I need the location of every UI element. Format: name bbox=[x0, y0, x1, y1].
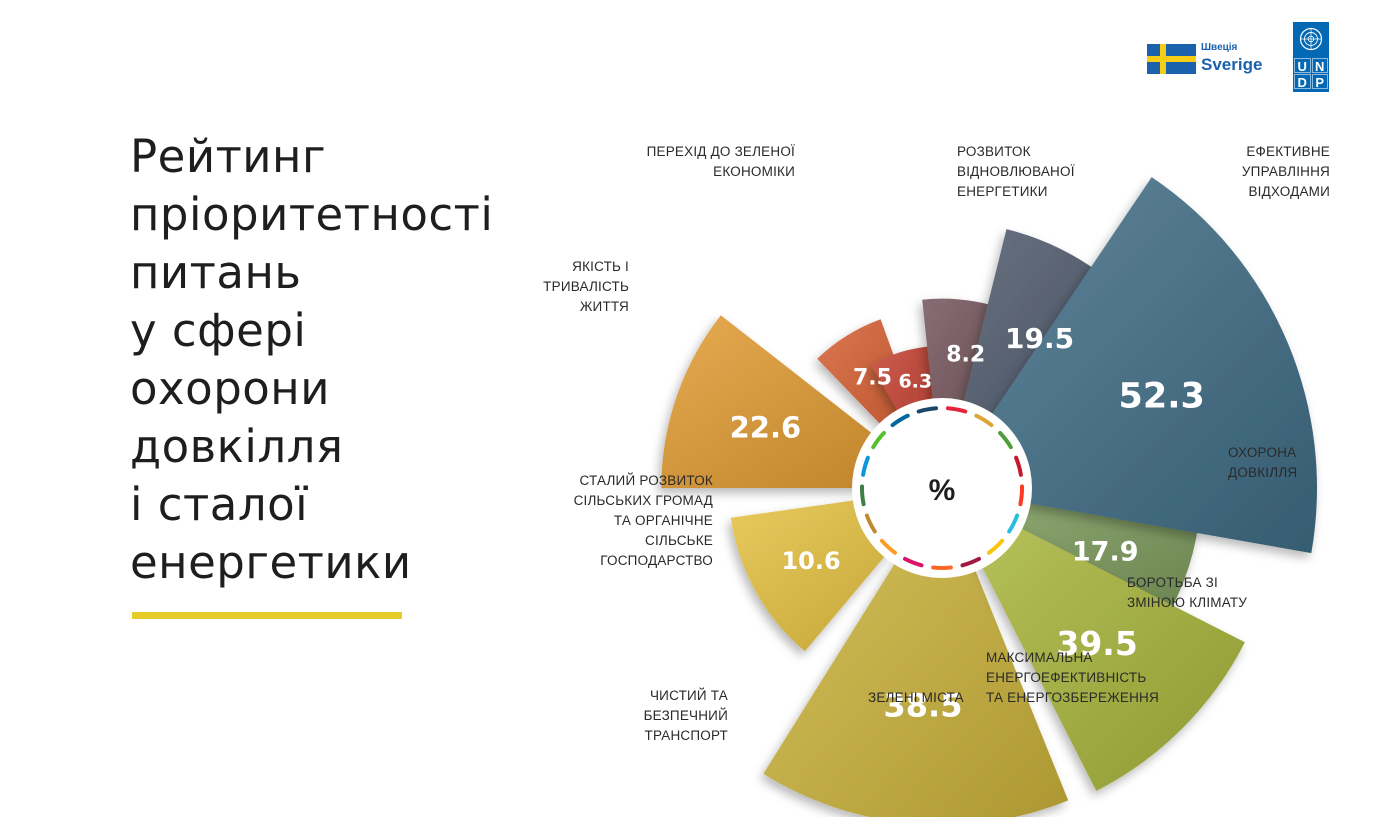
category-label-line: СІЛЬСЬКИХ ГРОМАД bbox=[573, 493, 713, 508]
ring-dash bbox=[945, 406, 968, 414]
category-label-line: СТАЛИЙ РОЗВИТОК bbox=[579, 473, 713, 488]
category-label: ОХОРОНА ДОВКІЛЛЯ bbox=[1228, 443, 1297, 483]
category-label-line: ВІДНОВЛЮВАНОЇ bbox=[957, 164, 1075, 179]
page-title: Рейтинг пріоритетності питань у сфері ох… bbox=[130, 128, 493, 592]
category-label-line: ТА ОРГАНІЧНЕ bbox=[613, 513, 713, 528]
category-label-line: РОЗВИТОК bbox=[957, 144, 1031, 159]
category-label: МАКСИМАЛЬНА ЕНЕРГОЕФЕКТИВНІСТЬ ТА ЕНЕРГОЗБ… bbox=[986, 648, 1159, 708]
ring-dash bbox=[1014, 455, 1023, 477]
category-label-line: ЧИСТИЙ ТА bbox=[649, 688, 728, 703]
category-label-line: УПРАВЛІННЯ bbox=[1241, 164, 1330, 179]
category-label-line: ДОВКІЛЛЯ bbox=[1228, 465, 1298, 480]
category-label: ПЕРЕХІД ДО ЗЕЛЕНОЇ ЕКОНОМІКИ bbox=[647, 142, 795, 182]
category-label-line: ЗЕЛЕНІ МІСТА bbox=[868, 690, 964, 705]
title-line: і сталої bbox=[130, 478, 309, 531]
category-label-line: ЕНЕРГЕТИКИ bbox=[957, 184, 1048, 199]
category-label: СТАЛИЙ РОЗВИТОК СІЛЬСЬКИХ ГРОМАД ТА ОРГАНІ… bbox=[574, 471, 713, 571]
category-label-line: ЯКІСТЬ І bbox=[572, 259, 629, 274]
category-label-line: БЕЗПЕЧНИЙ bbox=[643, 708, 728, 723]
value-label: 22.6 bbox=[730, 411, 802, 445]
sweden-logo-big-text: Sverige bbox=[1201, 55, 1263, 74]
category-label-line: ПЕРЕХІД ДО ЗЕЛЕНОЇ bbox=[646, 144, 795, 159]
sweden-flag-icon bbox=[1147, 44, 1196, 74]
ring-dash bbox=[974, 413, 994, 428]
category-label-line: ЗМІНОЮ КЛІМАТУ bbox=[1127, 595, 1248, 610]
title-line: пріоритетності bbox=[130, 188, 494, 241]
undp-letter: N bbox=[1311, 58, 1328, 74]
ring-dash bbox=[864, 513, 877, 534]
ring-dash bbox=[916, 406, 939, 414]
title-line: Рейтинг bbox=[130, 130, 327, 183]
title-line: питань bbox=[130, 246, 302, 299]
ring-dash bbox=[871, 431, 886, 450]
title-line: охорони bbox=[130, 362, 330, 415]
ring-dash bbox=[859, 484, 866, 507]
value-label: 39.5 bbox=[1056, 624, 1137, 663]
category-label-line: ЕНЕРГОЕФЕКТИВНІСТЬ bbox=[986, 670, 1147, 685]
ring-dash bbox=[987, 538, 1005, 555]
title-line: енергетики bbox=[130, 536, 412, 589]
category-label-line: ЕКОНОМІКИ bbox=[713, 164, 795, 179]
undp-logo: U N D P bbox=[1293, 22, 1329, 92]
category-label-line: ОХОРОНА bbox=[1228, 445, 1297, 460]
sweden-logo-small-text: Швеція bbox=[1201, 42, 1238, 53]
value-label: 10.6 bbox=[781, 547, 840, 575]
undp-letter: P bbox=[1311, 74, 1328, 90]
category-label: ЕФЕКТИВНЕ УПРАВЛІННЯ ВІДХОДАМИ bbox=[1242, 142, 1330, 202]
ring-dash bbox=[879, 538, 897, 555]
value-label: 8.2 bbox=[946, 342, 985, 367]
category-label-line: ГОСПОДАРСТВО bbox=[600, 553, 713, 568]
title-underline bbox=[132, 612, 402, 619]
ring-dash bbox=[998, 431, 1013, 450]
category-label: ЗЕЛЕНІ МІСТА bbox=[868, 688, 964, 708]
category-label-line: БОРОТЬБА ЗІ bbox=[1127, 575, 1218, 590]
undp-letter: D bbox=[1294, 74, 1311, 90]
value-label: 7.5 bbox=[853, 366, 892, 391]
category-label-line: СІЛЬСЬКЕ bbox=[645, 533, 713, 548]
un-emblem-icon bbox=[1299, 27, 1323, 51]
wedge bbox=[942, 177, 1317, 554]
category-label: РОЗВИТОК ВІДНОВЛЮВАНОЇ ЕНЕРГЕТИКИ bbox=[957, 142, 1075, 202]
category-label-line: ЕФЕКТИВНЕ bbox=[1246, 144, 1330, 159]
category-label: ЯКІСТЬ І ТРИВАЛІСТЬ ЖИТТЯ bbox=[543, 257, 629, 317]
ring-dash bbox=[890, 413, 910, 428]
category-label-line: ЖИТТЯ bbox=[579, 299, 629, 314]
undp-letter: U bbox=[1294, 58, 1311, 74]
ring-dash bbox=[903, 556, 924, 568]
category-label-line: ВІДХОДАМИ bbox=[1248, 184, 1330, 199]
center-disc bbox=[852, 398, 1032, 578]
value-label: 17.9 bbox=[1072, 536, 1139, 567]
title-line: у сфері bbox=[130, 304, 307, 357]
category-label-line: ТРАНСПОРТ bbox=[644, 728, 728, 743]
sweden-logo: Швеція Sverige bbox=[1147, 42, 1267, 76]
value-label: 19.5 bbox=[1005, 322, 1074, 355]
ring-dash bbox=[861, 455, 870, 477]
ring-dash bbox=[1018, 484, 1025, 507]
ring-dash bbox=[1007, 513, 1020, 534]
wedge bbox=[763, 488, 1069, 817]
category-label-line: МАКСИМАЛЬНА bbox=[986, 650, 1093, 665]
wedge bbox=[942, 488, 1245, 791]
category-label-line: ТА ЕНЕРГОЗБЕРЕЖЕННЯ bbox=[986, 690, 1159, 705]
category-label: БОРОТЬБА ЗІ ЗМІНОЮ КЛІМАТУ bbox=[1127, 573, 1247, 613]
ring-dash bbox=[960, 556, 981, 568]
value-label: 38.5 bbox=[884, 686, 963, 724]
category-label-line: ТРИВАЛІСТЬ bbox=[543, 279, 629, 294]
value-label: 52.3 bbox=[1119, 376, 1205, 416]
category-label: ЧИСТИЙ ТА БЕЗПЕЧНИЙ ТРАНСПОРТ bbox=[644, 686, 728, 746]
center-percent-label: % bbox=[929, 474, 956, 507]
title-line: довкілля bbox=[130, 420, 344, 473]
value-label: 6.3 bbox=[898, 371, 932, 393]
